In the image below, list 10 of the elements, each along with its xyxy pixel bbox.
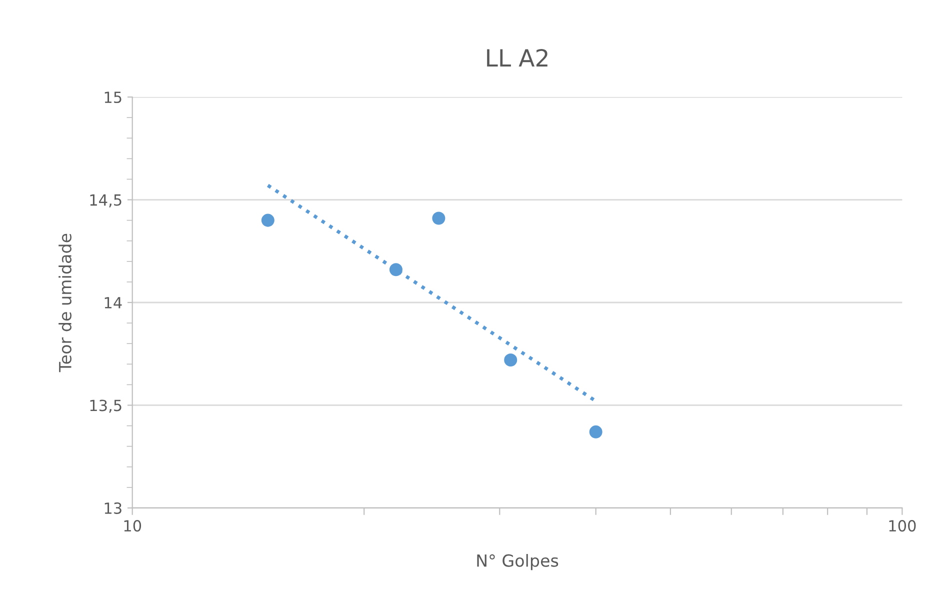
x-axis-title: N° Golpes bbox=[477, 554, 558, 570]
y-tick-label: 14 bbox=[104, 297, 122, 308]
y-tick-label: 13,5 bbox=[90, 400, 122, 413]
y-tick-label: 13 bbox=[104, 502, 122, 514]
x-tick-label: 10 bbox=[124, 520, 142, 532]
y-tick-label: 15 bbox=[104, 92, 122, 104]
chart-title: LL A2 bbox=[487, 48, 548, 66]
y-axis-title: Teor de umidade bbox=[58, 234, 72, 372]
x-tick-label: 100 bbox=[889, 520, 916, 532]
y-tick-label: 14,5 bbox=[90, 194, 122, 208]
